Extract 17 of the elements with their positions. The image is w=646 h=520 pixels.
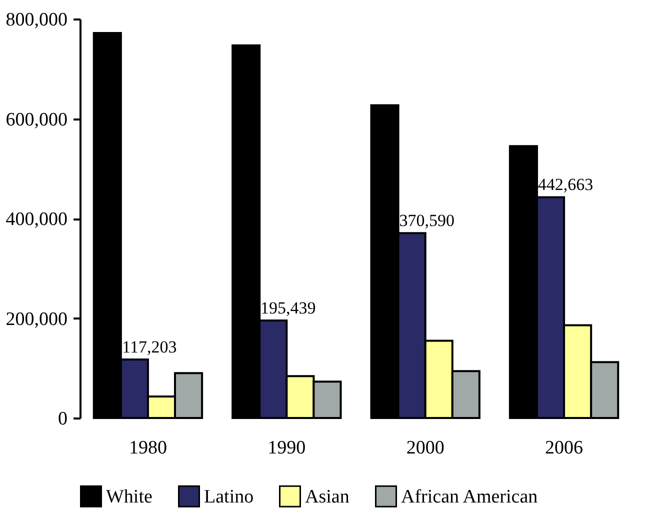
x-tick-label: 1980 [128, 438, 167, 458]
data-label: 195,439 [260, 298, 316, 318]
x-tick-label: 1990 [268, 438, 306, 458]
y-tick-label: 400,000 [6, 209, 68, 230]
legend-label: White [106, 486, 152, 508]
y-tick-label: 200,000 [6, 308, 68, 330]
x-tick-label: 2006 [545, 438, 584, 458]
legend-label: Latino [204, 486, 254, 508]
legend-label: African American [401, 486, 538, 508]
y-tick-label: 600,000 [6, 109, 68, 130]
y-tick-label: 0 [58, 408, 68, 430]
data-label: 442,663 [538, 175, 594, 194]
y-tick-label: 800,000 [6, 10, 68, 30]
x-tick-label: 2000 [406, 438, 444, 458]
data-label: 370,590 [399, 211, 454, 230]
legend-label: Asian [305, 486, 350, 508]
data-label: 117,203 [122, 338, 177, 357]
